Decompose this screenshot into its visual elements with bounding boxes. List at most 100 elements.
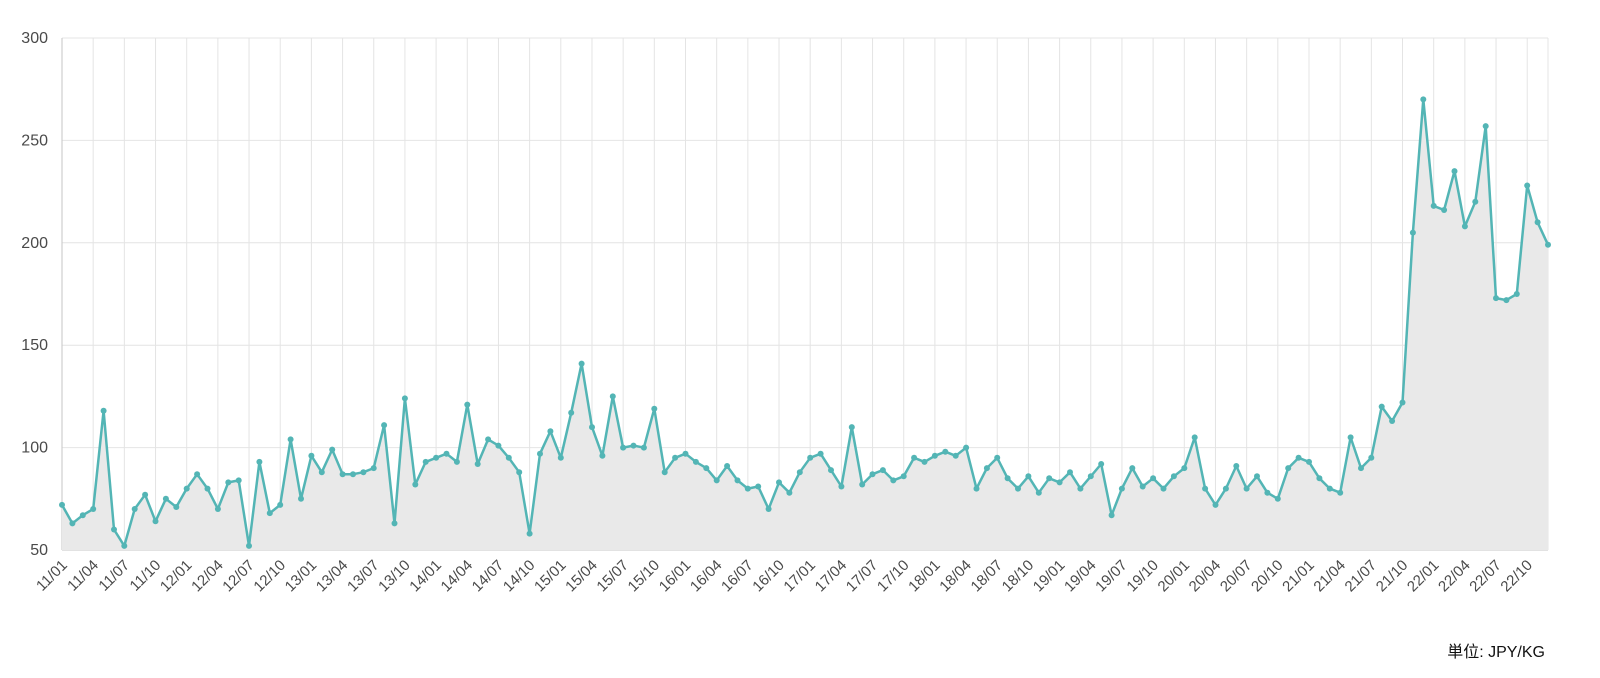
x-tick-label: 11/10	[127, 557, 165, 595]
data-point-marker	[495, 442, 502, 449]
data-point-marker	[1025, 473, 1032, 480]
data-point-marker	[329, 446, 336, 453]
data-point-marker	[412, 481, 419, 488]
data-point-marker	[79, 512, 86, 519]
data-point-marker	[994, 454, 1001, 461]
data-point-marker	[786, 489, 793, 496]
data-point-marker	[630, 442, 637, 449]
x-tick-label: 14/04	[438, 557, 477, 596]
data-point-marker	[1337, 489, 1344, 496]
data-point-marker	[1306, 458, 1312, 465]
x-tick-label: 14/01	[406, 557, 445, 596]
data-point-marker	[1212, 501, 1219, 508]
data-point-marker	[453, 458, 460, 465]
data-point-marker	[1254, 473, 1260, 480]
data-point-marker	[1430, 202, 1437, 209]
data-point-marker	[194, 471, 201, 478]
x-tick-label: 20/04	[1186, 557, 1225, 596]
x-tick-label: 17/01	[780, 557, 819, 596]
data-point-marker	[838, 483, 845, 490]
data-point-marker	[1420, 96, 1427, 103]
data-point-marker	[692, 458, 699, 465]
y-tick-label: 300	[21, 30, 48, 47]
data-point-marker	[370, 465, 377, 472]
data-point-marker	[796, 469, 803, 476]
x-tick-label: 22/04	[1435, 557, 1474, 596]
data-point-marker	[422, 458, 429, 465]
data-point-marker	[1524, 182, 1531, 189]
x-tick-label: 11/04	[64, 557, 102, 595]
x-tick-label: 16/07	[718, 557, 757, 596]
data-point-marker	[1202, 485, 1209, 492]
data-point-marker	[1046, 475, 1053, 482]
data-point-marker	[1222, 485, 1229, 492]
x-tick-label: 16/01	[656, 557, 695, 596]
data-point-marker	[1513, 291, 1520, 297]
data-point-marker	[1181, 465, 1188, 472]
x-tick-label: 15/04	[562, 557, 601, 596]
x-tick-label: 11/01	[33, 557, 71, 595]
data-point-marker	[859, 481, 866, 488]
data-point-marker	[225, 479, 232, 486]
x-tick-label: 18/10	[999, 557, 1038, 596]
data-point-marker	[121, 542, 128, 549]
x-tick-label: 22/01	[1404, 557, 1443, 596]
data-point-marker	[464, 401, 471, 408]
x-tick-label: 13/01	[282, 557, 321, 596]
data-point-marker	[350, 471, 356, 478]
data-point-marker	[69, 520, 76, 527]
data-point-marker	[1378, 403, 1385, 410]
x-tick-label: 21/10	[1373, 557, 1412, 596]
data-point-marker	[1461, 223, 1468, 230]
data-point-marker	[1316, 475, 1323, 482]
data-point-marker	[298, 495, 304, 502]
x-tick-label: 12/01	[157, 557, 196, 596]
y-tick-label: 50	[30, 542, 48, 559]
data-point-marker	[308, 452, 315, 459]
data-point-marker	[59, 501, 65, 508]
data-point-marker	[173, 504, 180, 510]
data-point-marker	[578, 360, 585, 367]
data-point-marker	[1170, 473, 1177, 480]
data-point-marker	[599, 452, 606, 459]
data-point-marker	[817, 450, 824, 457]
data-point-marker	[1191, 434, 1198, 441]
x-tick-label: 12/04	[188, 557, 227, 596]
x-tick-label: 12/10	[250, 557, 289, 596]
data-point-marker	[214, 506, 221, 512]
x-tick-label: 22/10	[1497, 557, 1536, 596]
data-point-marker	[1409, 229, 1416, 236]
x-tick-label: 11/07	[95, 557, 133, 595]
data-point-marker	[1233, 463, 1240, 469]
data-point-marker	[1056, 479, 1063, 486]
data-point-marker	[1472, 198, 1479, 205]
data-point-marker	[1077, 485, 1084, 492]
x-tick-label: 13/10	[375, 557, 414, 596]
data-point-marker	[620, 444, 627, 451]
data-point-marker	[869, 471, 876, 478]
x-tick-label: 18/04	[936, 557, 975, 596]
data-point-marker	[485, 436, 492, 443]
data-point-marker	[755, 483, 762, 490]
x-tick-label: 20/01	[1155, 557, 1194, 596]
data-point-marker	[1358, 465, 1364, 472]
data-point-marker	[142, 491, 149, 498]
data-point-marker	[661, 469, 668, 476]
data-point-marker	[1108, 512, 1115, 519]
data-point-marker	[1545, 241, 1551, 248]
data-point-marker	[152, 518, 159, 525]
x-tick-label: 13/07	[344, 557, 383, 596]
data-point-marker	[963, 444, 970, 451]
x-tick-label: 17/04	[812, 557, 851, 596]
data-point-marker	[100, 407, 107, 414]
x-tick-label: 19/04	[1061, 557, 1100, 596]
data-point-marker	[807, 454, 814, 461]
data-point-marker	[1274, 495, 1281, 502]
data-point-marker	[131, 506, 138, 512]
x-tick-label: 15/01	[531, 557, 570, 596]
data-point-marker	[111, 526, 117, 533]
x-tick-label: 21/01	[1279, 557, 1318, 596]
data-point-marker	[942, 448, 949, 455]
data-point-marker	[1035, 489, 1042, 496]
